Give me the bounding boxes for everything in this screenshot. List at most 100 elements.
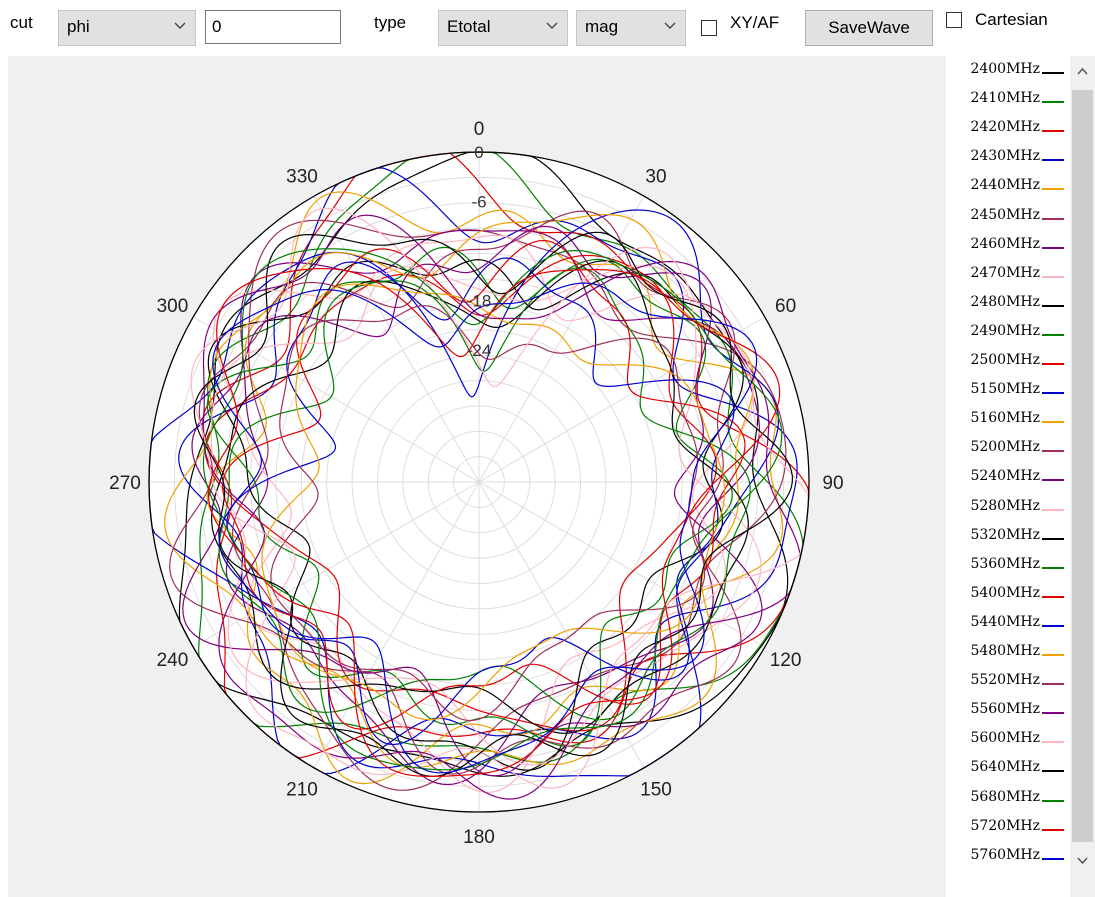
- legend-swatch: [1042, 130, 1064, 132]
- legend-swatch: [1042, 101, 1064, 103]
- legend-label: 5240MHz: [970, 468, 1040, 484]
- legend-label: 2460MHz: [970, 236, 1040, 252]
- legend-swatch: [1042, 683, 1064, 685]
- legend-label: 5600MHz: [970, 730, 1040, 746]
- angle-tick-label: 330: [286, 166, 318, 187]
- legend-item: 5480MHz: [948, 643, 1070, 663]
- angle-tick-label: 150: [640, 780, 672, 801]
- legend-label: 5680MHz: [970, 789, 1040, 805]
- legend-swatch: [1042, 334, 1064, 336]
- legend-item: 5360MHz: [948, 556, 1070, 576]
- legend-label: 5480MHz: [970, 643, 1040, 659]
- legend-item: 5600MHz: [948, 730, 1070, 750]
- legend-item: 5240MHz: [948, 468, 1070, 488]
- type-select[interactable]: Etotal: [438, 10, 568, 46]
- angle-tick-label: 300: [157, 296, 189, 317]
- chevron-down-icon[interactable]: [1076, 856, 1089, 866]
- angle-input[interactable]: 0: [205, 10, 341, 44]
- angle-tick-label: 180: [463, 827, 495, 848]
- legend: 2400MHz 2410MHz 2420MHz 2430MHz 2440MHz 2450M…: [948, 56, 1070, 897]
- legend-item: 5400MHz: [948, 585, 1070, 605]
- legend-item: 2460MHz: [948, 236, 1070, 256]
- legend-swatch: [1042, 188, 1064, 190]
- legend-item: 2430MHz: [948, 148, 1070, 168]
- angle-tick-label: 270: [109, 473, 141, 494]
- legend-swatch: [1042, 421, 1064, 423]
- legend-item: 2470MHz: [948, 265, 1070, 285]
- legend-item: 2440MHz: [948, 177, 1070, 197]
- cartesian-checkbox[interactable]: [946, 12, 962, 28]
- legend-swatch: [1042, 596, 1064, 598]
- legend-label: 5720MHz: [970, 818, 1040, 834]
- legend-item: 5720MHz: [948, 818, 1070, 838]
- angle-input-value: 0: [212, 17, 221, 37]
- chevron-up-icon[interactable]: [1076, 66, 1089, 76]
- legend-label: 5760MHz: [970, 847, 1040, 863]
- legend-label: 2470MHz: [970, 265, 1040, 281]
- legend-label: 2480MHz: [970, 294, 1040, 310]
- legend-swatch: [1042, 363, 1064, 365]
- cut-label: cut: [10, 13, 33, 33]
- xyaf-label: XY/AF: [730, 13, 779, 33]
- angle-tick-label: 0: [474, 119, 485, 140]
- angle-tick-label: 60: [775, 296, 796, 317]
- legend-item: 5160MHz: [948, 410, 1070, 430]
- legend-swatch: [1042, 72, 1064, 74]
- legend-swatch: [1042, 567, 1064, 569]
- legend-label: 5150MHz: [970, 381, 1040, 397]
- legend-item: 5560MHz: [948, 701, 1070, 721]
- legend-label: 5520MHz: [970, 672, 1040, 688]
- legend-item: 2490MHz: [948, 323, 1070, 343]
- legend-item: 5440MHz: [948, 614, 1070, 634]
- radial-tick-label: -24: [467, 341, 492, 360]
- legend-swatch: [1042, 450, 1064, 452]
- legend-label: 2440MHz: [970, 177, 1040, 193]
- legend-item: 5520MHz: [948, 672, 1070, 692]
- legend-swatch: [1042, 712, 1064, 714]
- legend-swatch: [1042, 741, 1064, 743]
- angle-tick-label: 120: [770, 650, 802, 671]
- legend-swatch: [1042, 654, 1064, 656]
- legend-label: 2430MHz: [970, 148, 1040, 164]
- cartesian-label: Cartesian: [975, 10, 1048, 30]
- cut-select[interactable]: phi: [58, 10, 196, 46]
- legend-label: 2490MHz: [970, 323, 1040, 339]
- legend-label: 2420MHz: [970, 119, 1040, 135]
- legend-label: 2500MHz: [970, 352, 1040, 368]
- legend-swatch: [1042, 276, 1064, 278]
- legend-swatch: [1042, 159, 1064, 161]
- chevron-down-icon: [663, 19, 677, 33]
- legend-label: 2450MHz: [970, 207, 1040, 223]
- scroll-thumb[interactable]: [1072, 90, 1093, 842]
- radial-tick-label: -18: [467, 292, 492, 311]
- legend-item: 2420MHz: [948, 119, 1070, 139]
- legend-swatch: [1042, 625, 1064, 627]
- legend-swatch: [1042, 479, 1064, 481]
- legend-item: 5640MHz: [948, 759, 1070, 779]
- save-wave-button[interactable]: SaveWave: [805, 10, 933, 46]
- legend-label: 5160MHz: [970, 410, 1040, 426]
- xyaf-checkbox[interactable]: [701, 20, 717, 36]
- radial-tick-label: -6: [471, 193, 486, 212]
- legend-item: 5760MHz: [948, 847, 1070, 867]
- legend-label: 5360MHz: [970, 556, 1040, 572]
- legend-label: 5560MHz: [970, 701, 1040, 717]
- angle-tick-label: 210: [286, 780, 318, 801]
- legend-label: 2410MHz: [970, 90, 1040, 106]
- legend-item: 5200MHz: [948, 439, 1070, 459]
- legend-label: 5440MHz: [970, 614, 1040, 630]
- legend-swatch: [1042, 538, 1064, 540]
- angle-tick-label: 90: [822, 473, 843, 494]
- legend-label: 5320MHz: [970, 527, 1040, 543]
- mode-select-value: mag: [585, 17, 618, 37]
- cut-select-value: phi: [67, 17, 90, 37]
- type-select-value: Etotal: [447, 17, 490, 37]
- mode-select[interactable]: mag: [576, 10, 686, 46]
- legend-item: 5150MHz: [948, 381, 1070, 401]
- radial-tick-label: 0: [474, 143, 483, 162]
- polar-chart: 03060901201501802102402703003300-6-18-24: [8, 56, 946, 897]
- chart-area: 0 30 60 90 120 150 180 210 240 270 300 330 0 -6 -18 -24: [8, 56, 946, 897]
- angle-tick-label: 30: [645, 166, 666, 187]
- chevron-down-icon: [173, 19, 187, 33]
- legend-scrollbar[interactable]: [1070, 56, 1095, 897]
